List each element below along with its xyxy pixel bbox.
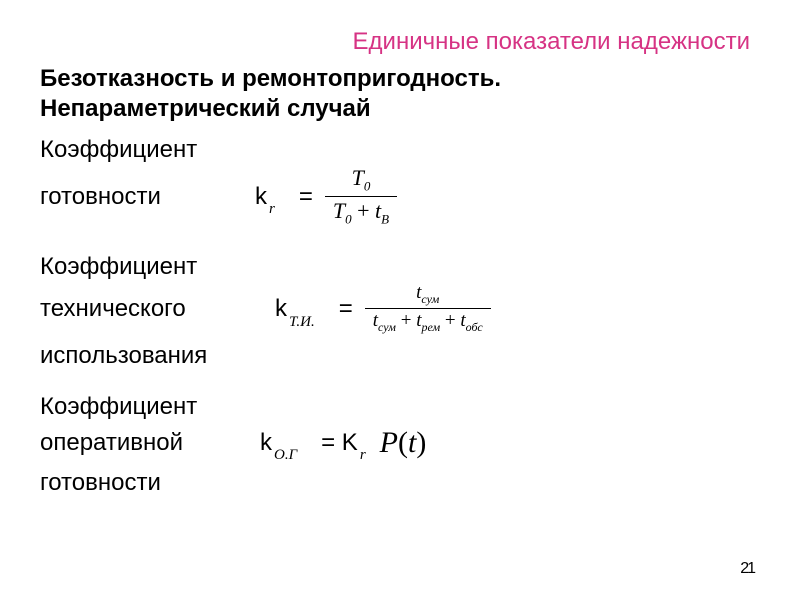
k-sub: Т.И. [289, 312, 315, 332]
coef2-label2: технического [40, 293, 275, 325]
page-number: 21 [740, 560, 754, 578]
coef1-eq: = [299, 181, 313, 213]
sub: 0 [364, 179, 371, 194]
coef1-fraction: T0 T0 + tВ [325, 166, 397, 228]
slide: Единичные показатели надежности Безотказ… [0, 0, 800, 600]
subtitle-line1: Безотказность и ремонтопригодность. [40, 65, 501, 92]
sub: обс [466, 320, 483, 334]
k-letter: k [260, 427, 272, 459]
P: P [380, 426, 398, 459]
coef2-label1: Коэффициент [40, 251, 760, 283]
sub: рем [421, 320, 440, 334]
coef3-label2: оперативной [40, 427, 260, 459]
var: T [333, 198, 345, 223]
slide-header: Единичные показатели надежности [40, 28, 760, 56]
coef3-k: k О.Г [260, 427, 321, 459]
subtitle-line2: Непараметрический случай [40, 95, 371, 122]
plus: + [445, 310, 456, 331]
plus: + [401, 310, 412, 331]
sub: сум [421, 292, 439, 306]
var: T [352, 165, 364, 190]
coef3-label3: готовности [40, 467, 760, 499]
coef1-num: T0 [344, 166, 379, 196]
coef2-den: tсум + tрем + tобс [365, 308, 491, 336]
sub: сум [378, 320, 396, 334]
close-paren: ) [416, 426, 426, 459]
coef3-Pt: P(t) [380, 423, 427, 464]
coef2-eq: = [339, 293, 353, 325]
open-paren: ( [398, 426, 408, 459]
coef3-row: оперативной k О.Г = K r P(t) [40, 423, 760, 464]
k-letter: k [275, 293, 287, 325]
coef1-label2: готовности [40, 181, 255, 213]
k-sub: r [269, 199, 275, 219]
coef1-den: T0 + tВ [325, 196, 397, 229]
slide-body: Коэффициент готовности k r = T0 T0 + tВ … [40, 134, 760, 500]
sub: 0 [345, 211, 352, 226]
plus: + [357, 198, 369, 223]
coef1-k: k r [255, 181, 299, 213]
slide-subtitle: Безотказность и ремонтопригодность. Непа… [40, 64, 760, 124]
coef3-label1: Коэффициент [40, 391, 760, 423]
coef2-num: tсум [408, 283, 447, 308]
coef2-fraction: tсум tсум + tрем + tобс [365, 283, 491, 336]
coef2-k: k Т.И. [275, 293, 339, 325]
k-letter: k [255, 181, 267, 213]
coef1-label1: Коэффициент [40, 134, 760, 166]
k-sub: О.Г [274, 445, 297, 465]
coef1-row: готовности k r = T0 T0 + tВ [40, 166, 760, 228]
sub: В [381, 211, 389, 226]
coef2-row: технического k Т.И. = tсум tсум + tрем +… [40, 283, 760, 336]
coef3-eq: = K [321, 427, 358, 459]
coef2-label3: использования [40, 340, 760, 372]
bigK-sub: r [360, 445, 366, 465]
